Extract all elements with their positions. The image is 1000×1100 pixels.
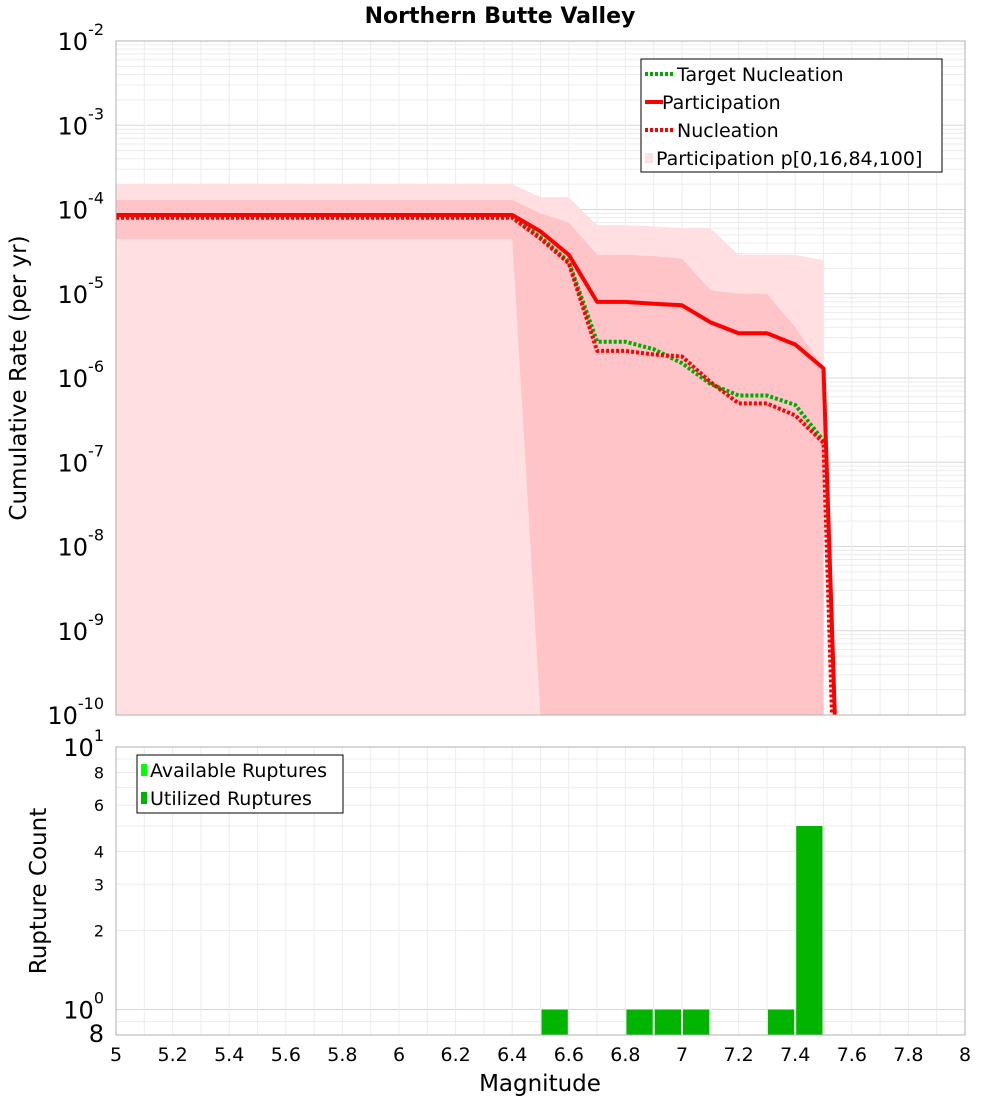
chart-title: Northern Butte Valley: [365, 4, 636, 29]
utilized-rupture-bar: [654, 1009, 681, 1035]
x-tick-label: 7.2: [723, 1044, 753, 1066]
x-tick-label: 7: [676, 1044, 688, 1066]
top-y-tick-label: 10-10: [47, 694, 104, 730]
bottom-y-axis-label: Rupture Count: [26, 808, 52, 974]
bottom-y-tick-label: 8: [89, 1020, 104, 1048]
x-tick-label: 5.2: [157, 1044, 187, 1066]
bottom-y-tick-label: 101: [63, 726, 104, 762]
utilized-rupture-bar: [626, 1009, 653, 1035]
top-y-axis-label: Cumulative Rate (per yr): [6, 235, 32, 520]
participation-band-inner: [116, 199, 824, 715]
top-plot-area: 10-2 10-3 10-4 10-5 10-6 10-7 10-8 10-9 10-10 Tar…: [47, 20, 966, 730]
legend-label: Available Ruptures: [150, 760, 327, 782]
bottom-y-tick-label: 8: [94, 763, 104, 782]
top-y-tick-label: 10-4: [58, 189, 105, 225]
utilized-rupture-bar: [796, 826, 823, 1035]
top-y-tick-label: 10-5: [58, 273, 105, 309]
top-legend-box: [640, 58, 943, 173]
legend-label: Participation: [662, 92, 781, 114]
x-axis-label: Magnitude: [479, 1071, 601, 1097]
top-y-tick-label: 10-3: [58, 104, 105, 140]
x-tick-label: 6.2: [440, 1044, 470, 1066]
x-tick-label: 7.4: [780, 1044, 810, 1066]
legend-label: Participation p[0,16,84,100]: [656, 148, 922, 170]
series-line-participation: [116, 213, 837, 716]
bottom-legend: Available Ruptures Utilized Ruptures: [136, 754, 344, 814]
utilized-rupture-bar: [541, 1009, 568, 1035]
x-tick-label: 5.6: [271, 1044, 301, 1066]
bottom-y-tick-label: 100: [63, 989, 104, 1025]
x-tick-label: 6.8: [610, 1044, 640, 1066]
legend-label: Nucleation: [677, 120, 779, 142]
top-y-tick-label: 10-9: [58, 610, 105, 646]
legend-label: Target Nucleation: [676, 64, 844, 86]
top-plot-border: [115, 40, 966, 716]
bottom-y-tick-label: 4: [94, 842, 104, 861]
x-tick-label: 7.6: [837, 1044, 867, 1066]
legend-swatch: [645, 153, 653, 163]
bottom-plot-border: [115, 746, 966, 1036]
bottom-legend-box: [136, 754, 344, 814]
bottom-y-tick-label: 3: [94, 875, 104, 894]
x-tick-label: 5.8: [327, 1044, 357, 1066]
top-y-tick-label: 10-2: [58, 20, 105, 56]
utilized-rupture-bar: [683, 1009, 710, 1035]
x-tick-label: 6.6: [554, 1044, 584, 1066]
bottom-y-tick-label: 6: [94, 796, 104, 815]
top-y-tick-label: 10-8: [58, 526, 105, 562]
top-y-tick-label: 10-7: [58, 441, 105, 477]
series-line-nucleation: [116, 215, 834, 716]
legend-swatch: [141, 764, 147, 776]
top-y-tick-label: 10-6: [58, 357, 105, 393]
legend-label: Utilized Ruptures: [150, 788, 312, 810]
legend-swatch: [141, 792, 147, 804]
utilized-rupture-bar: [767, 1009, 795, 1035]
x-tick-label: 6.4: [497, 1044, 527, 1066]
top-legend: Target Nucleation Participation Nucleation…: [640, 58, 943, 173]
x-tick-label: 7.8: [893, 1044, 923, 1066]
x-tick-label: 5: [110, 1044, 122, 1066]
x-tick-label: 6: [393, 1044, 405, 1066]
bottom-y-tick-label: 2: [94, 922, 104, 941]
x-tick-label: 8: [959, 1044, 971, 1066]
x-tick-label: 5.4: [214, 1044, 244, 1066]
